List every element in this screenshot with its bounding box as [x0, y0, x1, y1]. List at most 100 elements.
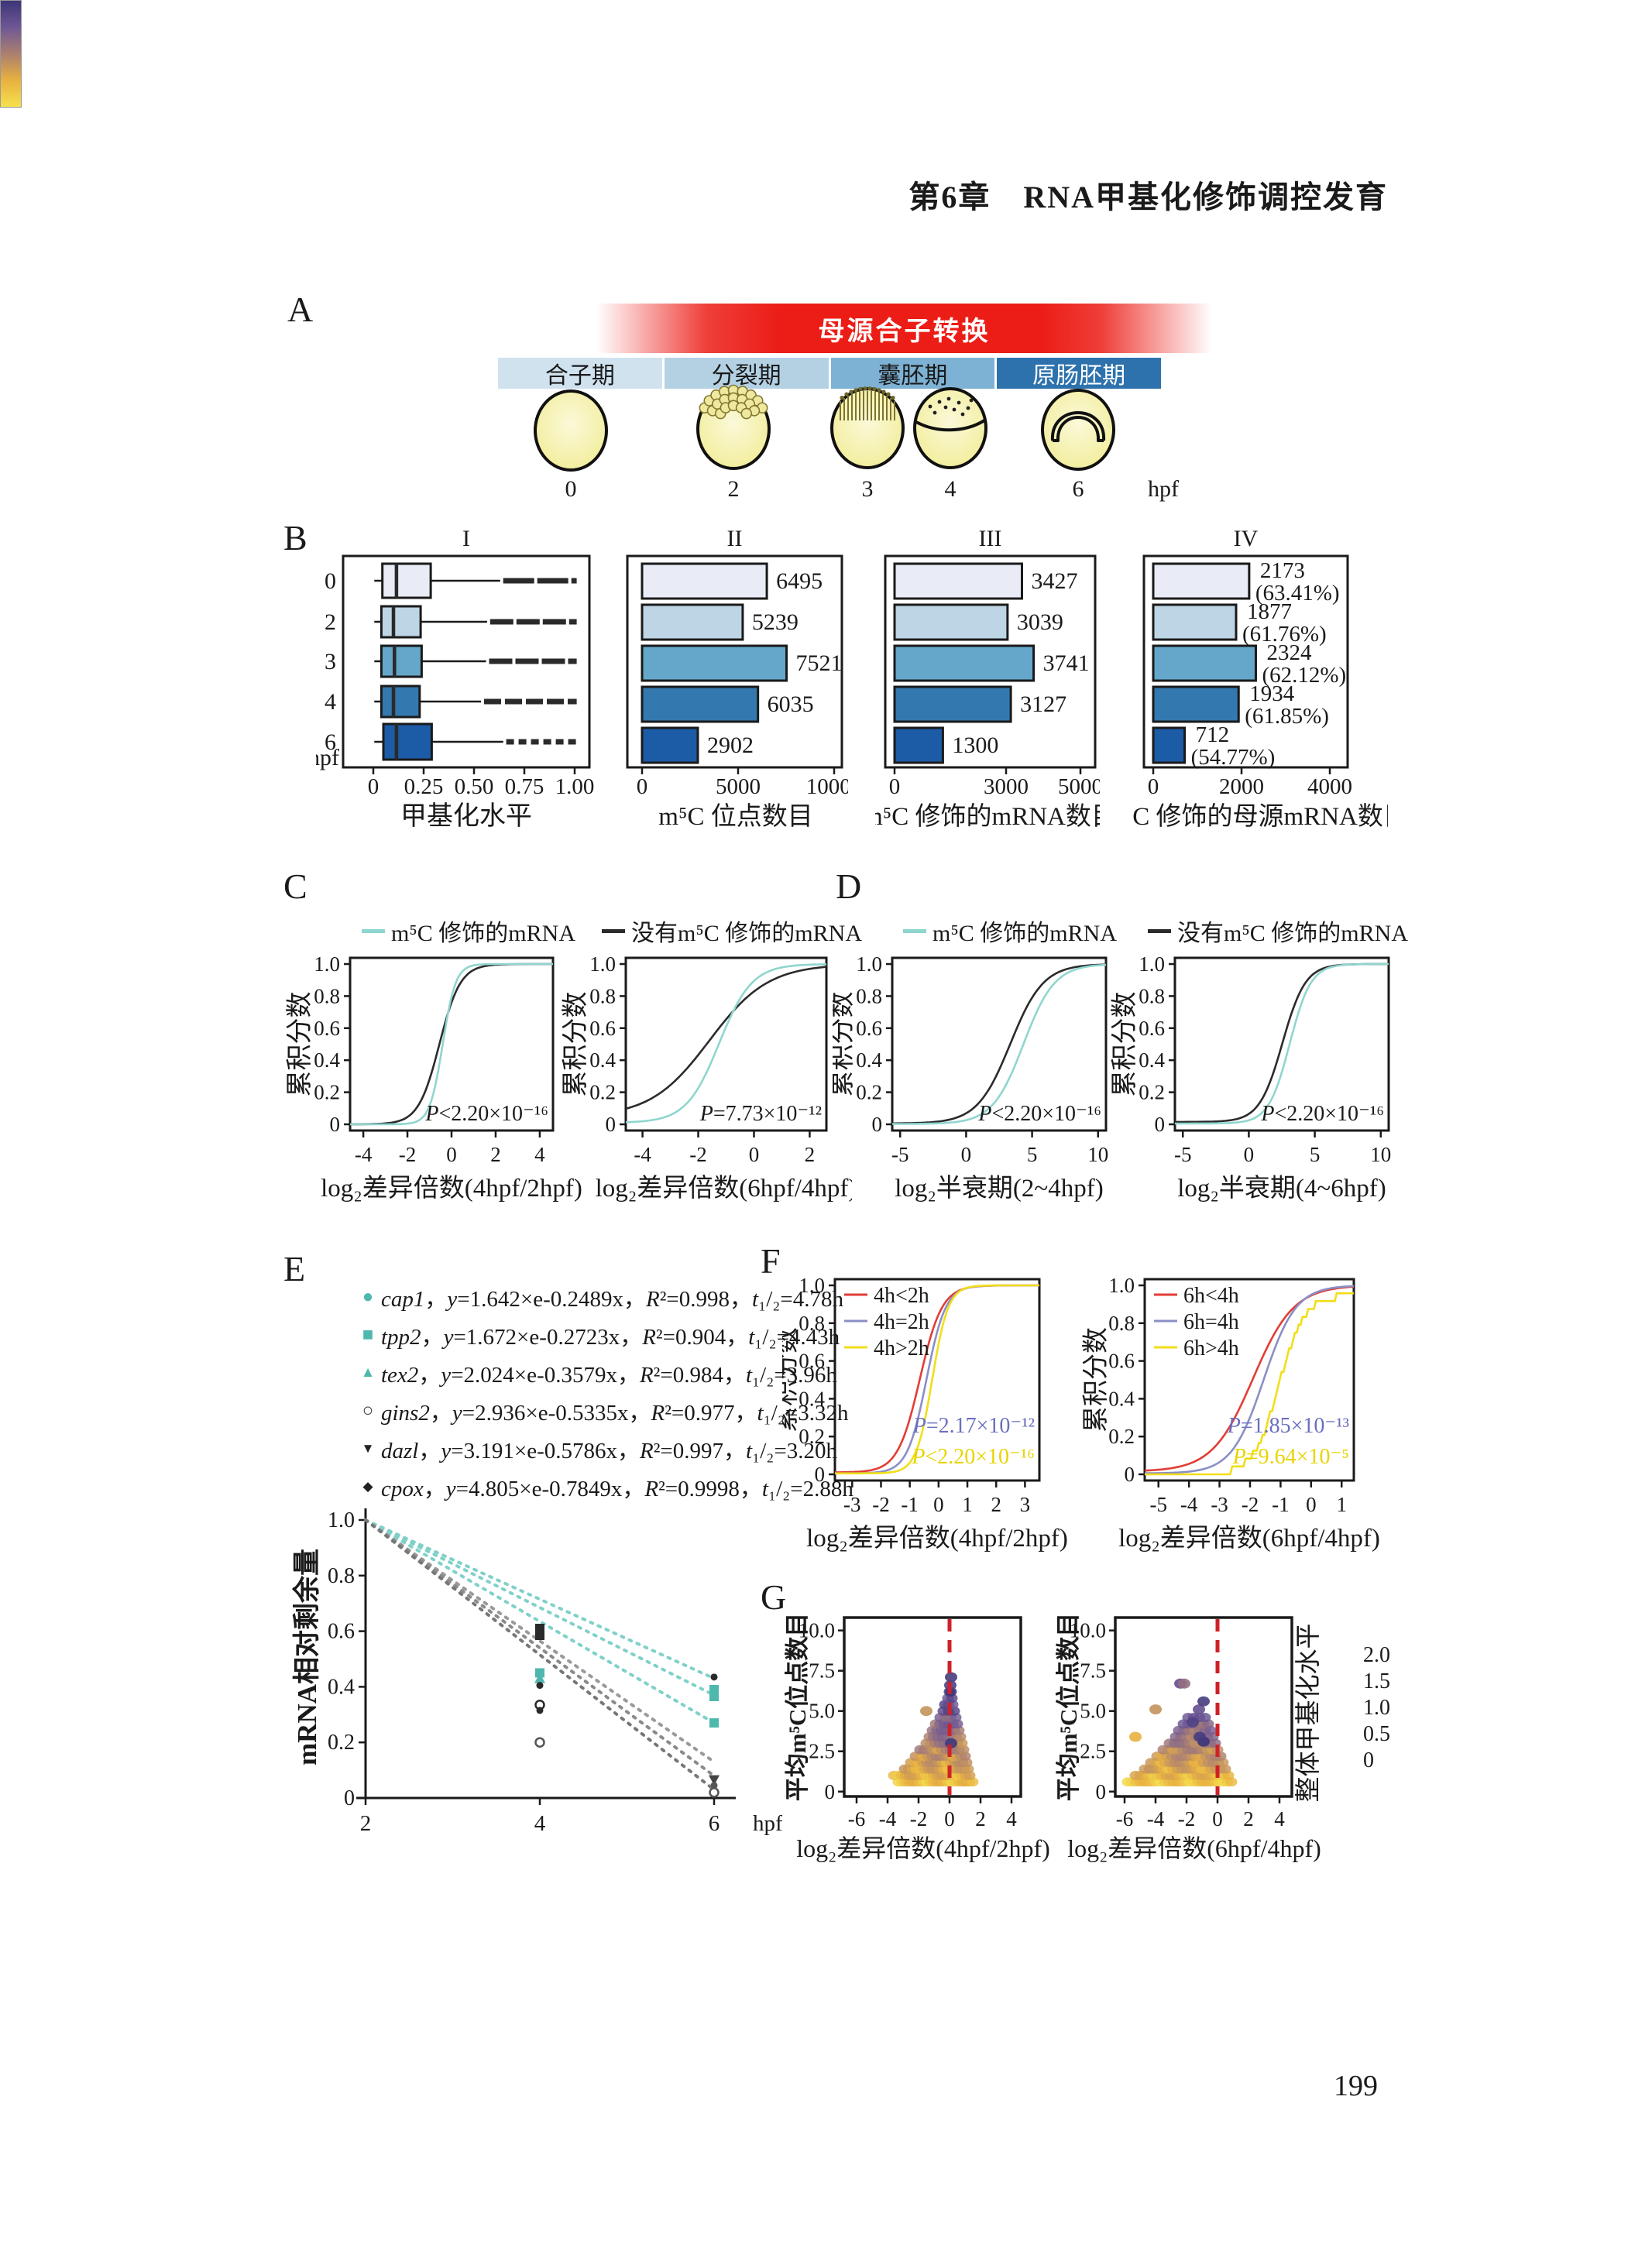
embryo-blastula-late	[913, 387, 987, 469]
x-tick-label: -3	[1211, 1493, 1228, 1516]
gene-marker-square: ■	[362, 1324, 374, 1345]
tick-label: 0.25	[404, 774, 444, 799]
x-tick-label: 5	[1310, 1143, 1321, 1166]
blastoderm-dot	[863, 386, 867, 391]
bar	[641, 685, 760, 723]
y-tick-label: 1.0	[314, 952, 340, 976]
x-axis-label: log₂差异倍数(6hpf/4hpf)	[596, 1174, 852, 1203]
tick-label: 0	[1148, 774, 1159, 799]
plot-frame	[626, 554, 843, 769]
y-tick-label: 0.8	[799, 1312, 825, 1335]
panel-g-label: G	[761, 1577, 787, 1617]
scatter-point	[1199, 1713, 1211, 1722]
gene-marker-triangle-up: ▲	[360, 1364, 376, 1381]
x-tick-label: -2	[399, 1143, 417, 1166]
cell-dot	[952, 407, 957, 412]
y-tick-label: 0	[344, 1786, 355, 1810]
colorbar-tick-1.5: 1.5	[1363, 1669, 1390, 1693]
tick-label: 0	[637, 774, 648, 799]
y-tick-label: 10.0	[1070, 1619, 1106, 1642]
stage-label: 分裂期	[711, 363, 781, 389]
bar	[641, 603, 744, 641]
chart-m5c-maternal-mrna-bar: IV2173(63.41%)1877(61.76%)2324(62.12%)19…	[1132, 530, 1388, 831]
y-tick-label: 0.8	[856, 984, 882, 1007]
blastoderm-dot	[872, 386, 877, 392]
legend-line	[903, 928, 926, 933]
x-tick-label: 10	[1087, 1143, 1108, 1166]
scatter-point	[1149, 1704, 1162, 1715]
x-tick-label: 0	[933, 1493, 944, 1516]
embryo-body	[1041, 389, 1115, 471]
plot-frame	[1173, 956, 1390, 1132]
subpanel-title: I	[462, 530, 470, 551]
y-axis-label: mRNA相对剩余量	[291, 1549, 322, 1765]
curve-m⁵C 修饰的mRNA	[1175, 962, 1389, 1125]
y-axis-label: 平均m⁵C位点数目	[784, 1613, 811, 1802]
y-tick-label: 10.0	[799, 1619, 835, 1642]
legend-line	[1148, 928, 1171, 933]
blastoderm-dot	[877, 388, 881, 393]
tick-label: 5000	[1058, 774, 1100, 799]
gene-legend-entry: ● cap1，y=1.642×e-0.2489x，R²=0.998，t₁/₂=4.…	[358, 1281, 843, 1313]
y-tick-label: 0	[1125, 1463, 1135, 1486]
y-axis-label: 累积分数	[833, 992, 857, 1097]
gene-legend-text: dazl，y=3.191×e-0.5786x，R²=0.997，t₁/₂=3.2…	[381, 1439, 837, 1463]
y-tick-label: 0.6	[589, 1017, 616, 1040]
hpf-tick-4: 4	[944, 476, 957, 502]
x-tick-label: -1	[901, 1493, 919, 1516]
blastomere	[740, 407, 753, 420]
cell-dot	[960, 412, 965, 417]
y-tick-label: 0.4	[799, 1387, 825, 1410]
y-tick-label: 5.0	[809, 1700, 835, 1723]
germ-ring	[1050, 411, 1106, 442]
bar-value: 1934	[1249, 681, 1295, 706]
x-axis-label: m⁵C 位点数目	[658, 802, 812, 831]
panel-b-label: B	[283, 518, 307, 558]
marker-square	[709, 1718, 719, 1728]
panel-a-label: A	[287, 290, 314, 329]
y-tick-label: 0	[1096, 1780, 1107, 1803]
legend-entry: m⁵C 修饰的mRNA	[903, 914, 1117, 948]
curve-4h>2h	[835, 1284, 1039, 1475]
marker-square	[535, 1668, 544, 1678]
y-tick-label: 0.6	[328, 1620, 355, 1644]
x-tick-label: -6	[1116, 1807, 1134, 1831]
colorbar-label: 整体甲基化水平	[1295, 1623, 1323, 1803]
legend-label: 没有m⁵C 修饰的mRNA	[1177, 921, 1408, 946]
hpf-unit: hpf	[1148, 476, 1179, 502]
x-tick-label: -6	[848, 1807, 866, 1831]
cell-dot	[966, 406, 970, 410]
p-value: P=2.17×10⁻¹²	[912, 1414, 1035, 1438]
bar	[1152, 726, 1187, 764]
tick-label: 10000	[806, 774, 848, 799]
x-axis-label: log₂差异倍数(6hpf/4hpf)	[1118, 1524, 1380, 1553]
y-axis-label: 累积分数	[1110, 992, 1139, 1097]
tick-label: 2000	[1219, 774, 1264, 799]
scatter-point	[1178, 1678, 1190, 1689]
legend-entry: m⁵C 修饰的mRNA	[362, 914, 575, 948]
bar	[893, 603, 1009, 641]
y-tick-label: 0.8	[314, 984, 340, 1007]
chart-cdf-groups: 1.00.80.60.40.20-3 -2 -1 0 1 2 3P=2.17×10⁻¹²P<…	[782, 1274, 1380, 1553]
cell-dot	[928, 404, 932, 409]
x-axis-label: m⁵C 修饰的母源mRNA数目	[1132, 802, 1388, 831]
x-tick-label: 1	[962, 1493, 973, 1516]
gene-marker-triangle-down: ▼	[361, 1441, 375, 1456]
gene-legend-text: cap1，y=1.642×e-0.2489x，R²=0.998，t₁/₂=4.7…	[381, 1287, 843, 1312]
legend-entry: 没有m⁵C 修饰的mRNA	[1148, 914, 1408, 948]
embryo-illustrations	[534, 384, 1115, 472]
marker-triangle-up	[534, 1673, 545, 1683]
x-tick-label: 2	[1243, 1807, 1254, 1831]
y-tick-label: 0.2	[314, 1081, 340, 1104]
x-axis-label: 甲基化水平	[400, 801, 532, 831]
mzt-banner-text: 母源合子转换	[818, 317, 991, 346]
gene-legend-text: cpox，y=4.805×e-0.7849x，R²=0.9998，t₁/₂=2.…	[381, 1477, 853, 1501]
bar-percent: (54.77%)	[1191, 745, 1276, 770]
decay-line-dazl	[364, 1518, 716, 1778]
gene-legend-text: tpp2，y=1.672×e-0.2723x，R²=0.904，t₁/₂=4.4…	[381, 1325, 840, 1350]
plot-frame	[342, 554, 591, 769]
curve-没有m⁵C 修饰的mRNA	[625, 966, 827, 1110]
blastoderm-dot	[881, 389, 886, 394]
box	[382, 722, 433, 761]
